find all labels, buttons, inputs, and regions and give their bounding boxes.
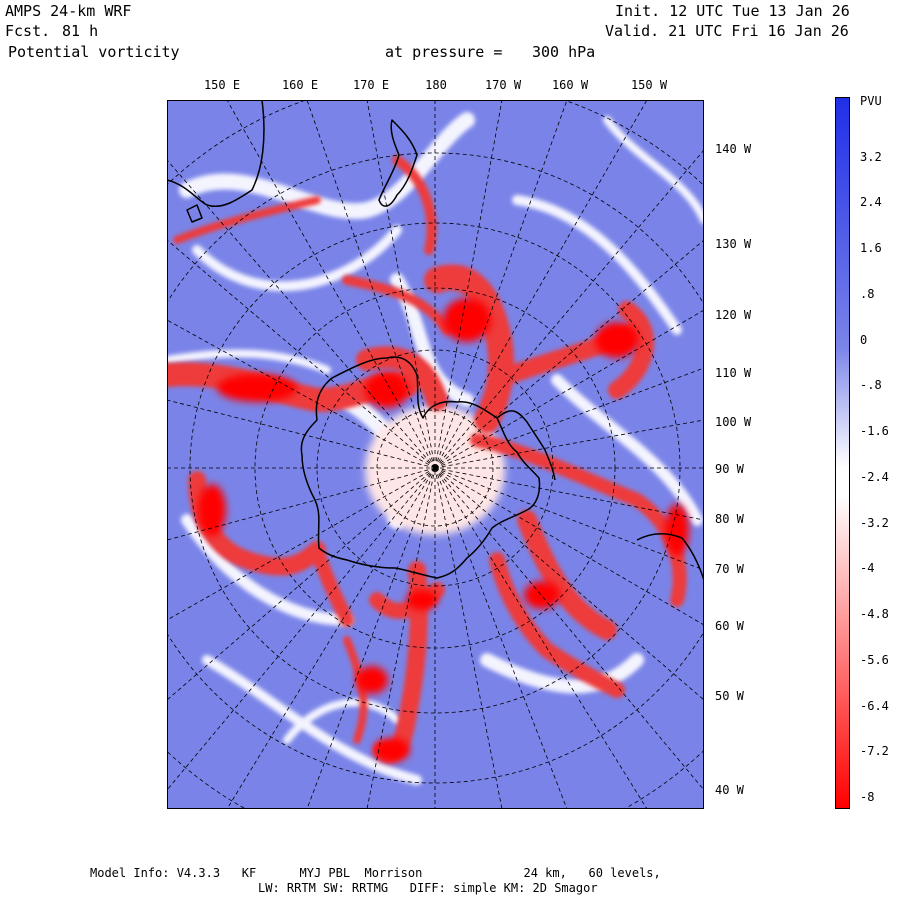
lon-label: 180 [425, 78, 447, 92]
pv-strong-cores [198, 298, 689, 762]
colorbar-tick-label: -4.8 [860, 607, 889, 621]
colorbar-tick-label: -4 [860, 561, 875, 575]
forecast-label: Fcst. [5, 22, 51, 40]
coastlines [167, 100, 704, 581]
lat-label: 100 W [715, 415, 752, 429]
colorbar-tick-label: -7.2 [860, 744, 889, 758]
lon-label: 170 W [484, 78, 522, 92]
colorbar [835, 97, 850, 809]
colorbar-tick-label: -1.6 [860, 424, 889, 438]
graticule [167, 100, 704, 809]
lat-label: 40 W [715, 783, 744, 797]
lon-label: 150 W [630, 78, 668, 92]
colorbar-unit: PVU [860, 94, 882, 108]
tasmania-coast [186, 204, 203, 223]
lat-label: 140 W [715, 142, 752, 156]
lon-label: 150 E [203, 78, 241, 92]
colorbar-tick-label: 0 [860, 333, 868, 347]
pv-map [167, 100, 704, 809]
colorbar-tick-label: -3.2 [860, 516, 889, 530]
model-info-line1: Model Info: V4.3.3 KF MYJ PBL Morrison 2… [90, 866, 661, 880]
valid-time: Valid. 21 UTC Fri 16 Jan 26 [605, 22, 849, 40]
lat-label: 110 W [715, 366, 752, 380]
colorbar-tick-label: 2.4 [860, 195, 882, 209]
colorbar-tick-label: -8 [860, 790, 875, 804]
colorbar-tick-label: -5.6 [860, 653, 889, 667]
colorbar-tick-label: 1.6 [860, 241, 882, 255]
level-label: at pressure = [385, 43, 503, 61]
model-title: AMPS 24-km WRF [5, 2, 132, 20]
lat-label: 60 W [715, 619, 744, 633]
level-value: 300 hPa [532, 43, 596, 61]
field-name: Potential vorticity [8, 43, 180, 61]
colorbar-tick-label: -2.4 [860, 470, 889, 484]
lat-label: 90 W [715, 462, 744, 476]
colorbar-tick-label: 3.2 [860, 150, 882, 164]
lat-label: 50 W [715, 689, 744, 703]
colorbar-tick-label: .8 [860, 287, 875, 301]
lat-label: 70 W [715, 562, 744, 576]
south-america-coast [636, 533, 704, 581]
peninsula-coast [496, 410, 556, 481]
colorbar-tick-label: -6.4 [860, 699, 889, 713]
lon-label: 170 E [352, 78, 390, 92]
init-time: Init. 12 UTC Tue 13 Jan 26 [615, 2, 850, 20]
australia-coast [167, 100, 265, 207]
lon-label: 160 E [281, 78, 319, 92]
new-zealand-coast [378, 119, 418, 207]
lat-label: 80 W [715, 512, 744, 526]
antarctica-coast [300, 356, 541, 579]
colorbar-tick-label: -.8 [860, 378, 882, 392]
forecast-hour: 81 h [62, 22, 99, 40]
lat-label: 120 W [715, 308, 752, 322]
lat-label: 130 W [715, 237, 752, 251]
model-info-line2: LW: RRTM SW: RRTMG DIFF: simple KM: 2D S… [258, 881, 598, 895]
lon-label: 160 W [551, 78, 589, 92]
